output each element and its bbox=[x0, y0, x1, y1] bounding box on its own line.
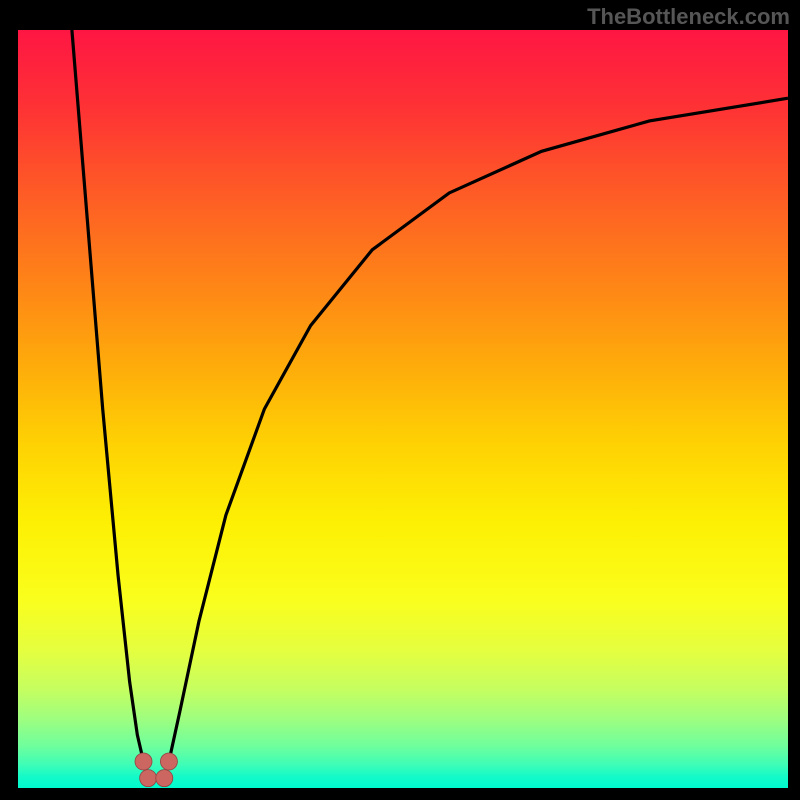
marker-dot bbox=[160, 753, 177, 770]
gradient-background bbox=[18, 30, 788, 788]
chart-svg bbox=[0, 0, 800, 800]
marker-dot bbox=[140, 770, 157, 787]
watermark-label: TheBottleneck.com bbox=[587, 4, 790, 30]
marker-dot bbox=[135, 753, 152, 770]
chart-container: TheBottleneck.com bbox=[0, 0, 800, 800]
marker-dot bbox=[156, 770, 173, 787]
